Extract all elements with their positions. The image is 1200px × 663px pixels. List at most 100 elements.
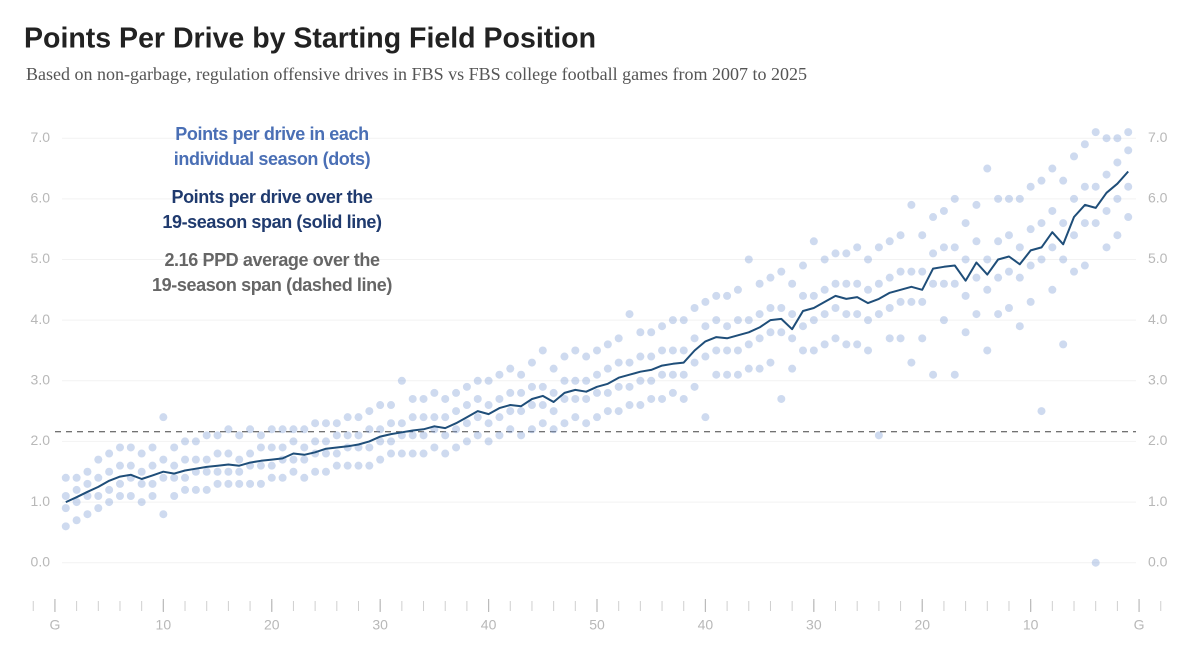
- dot: [321, 419, 330, 428]
- dot: [560, 419, 569, 428]
- dot: [939, 316, 948, 325]
- dot: [744, 255, 753, 264]
- dot: [853, 279, 862, 288]
- dot: [1037, 255, 1046, 264]
- dot: [1048, 206, 1057, 215]
- dot: [798, 346, 807, 355]
- dot: [527, 401, 536, 410]
- dot: [311, 437, 320, 446]
- dot: [842, 310, 851, 319]
- dot: [137, 498, 146, 507]
- dot: [1037, 219, 1046, 228]
- dot: [267, 461, 276, 470]
- dot: [419, 449, 428, 458]
- dot: [61, 522, 70, 531]
- dot: [788, 364, 797, 373]
- annotation: Points per drive in each: [175, 124, 368, 144]
- dot: [495, 431, 504, 440]
- dot: [473, 376, 482, 385]
- dot: [148, 479, 157, 488]
- dot: [376, 455, 385, 464]
- dot: [148, 443, 157, 452]
- dot: [246, 425, 255, 434]
- dot: [842, 249, 851, 258]
- dot: [365, 407, 374, 416]
- dot: [603, 340, 612, 349]
- dot: [972, 310, 981, 319]
- annotation: Points per drive over the: [171, 187, 372, 207]
- x-tick-label: 40: [698, 617, 714, 633]
- chart-title: Points Per Drive by Starting Field Posit…: [24, 23, 596, 55]
- dot: [408, 394, 417, 403]
- dot: [289, 455, 298, 464]
- dot: [115, 461, 124, 470]
- dot: [864, 285, 873, 294]
- dot: [506, 364, 515, 373]
- dot: [733, 370, 742, 379]
- dot: [527, 425, 536, 434]
- y-tick-label: 0.0: [31, 553, 51, 569]
- dot: [831, 249, 840, 258]
- dot: [538, 401, 547, 410]
- x-tick-label: G: [49, 617, 60, 633]
- dot: [365, 443, 374, 452]
- dot: [1059, 219, 1068, 228]
- dot: [918, 267, 927, 276]
- dot: [864, 255, 873, 264]
- dot: [289, 467, 298, 476]
- dot: [527, 358, 536, 367]
- dot: [430, 443, 439, 452]
- dot: [300, 455, 309, 464]
- dot: [538, 382, 547, 391]
- dot: [690, 304, 699, 312]
- annotation: 2.16 PPD average over the: [164, 250, 380, 270]
- dot: [397, 376, 406, 385]
- dot: [1113, 134, 1122, 143]
- dot: [983, 255, 992, 264]
- dot: [397, 419, 406, 428]
- dot: [105, 485, 114, 494]
- dot: [83, 479, 92, 488]
- dot: [658, 370, 667, 379]
- dot: [972, 273, 981, 282]
- dot: [61, 473, 70, 482]
- dot: [1048, 164, 1057, 173]
- dot: [950, 194, 959, 203]
- dot: [83, 510, 92, 519]
- dot: [354, 431, 363, 440]
- dot: [213, 449, 222, 458]
- dot: [918, 334, 927, 343]
- dot: [159, 413, 168, 422]
- dot: [462, 419, 471, 428]
- dot: [549, 388, 558, 397]
- y-tick-label: 5.0: [31, 250, 51, 266]
- dot: [321, 449, 330, 458]
- dot: [885, 334, 894, 343]
- dot: [397, 449, 406, 458]
- dot: [593, 413, 601, 422]
- dot: [1091, 128, 1100, 137]
- y2-tick-label: 6.0: [1148, 190, 1168, 206]
- dot: [126, 492, 135, 500]
- dot: [950, 370, 959, 379]
- dot: [1026, 261, 1035, 270]
- dot: [723, 370, 732, 379]
- dot: [690, 358, 699, 367]
- dot: [582, 394, 591, 403]
- dot: [354, 461, 363, 470]
- dot: [755, 334, 764, 343]
- dot: [506, 425, 515, 434]
- dot: [636, 401, 645, 410]
- dot: [950, 279, 959, 288]
- dot: [560, 376, 569, 385]
- dot: [517, 407, 526, 416]
- dot: [820, 310, 829, 319]
- dot: [278, 443, 287, 452]
- dot: [1070, 194, 1079, 203]
- dot: [72, 498, 81, 507]
- dot: [256, 443, 265, 452]
- dot: [267, 425, 276, 434]
- y-tick-label: 6.0: [31, 190, 51, 206]
- y2-tick-label: 5.0: [1148, 250, 1168, 266]
- dot: [755, 364, 764, 373]
